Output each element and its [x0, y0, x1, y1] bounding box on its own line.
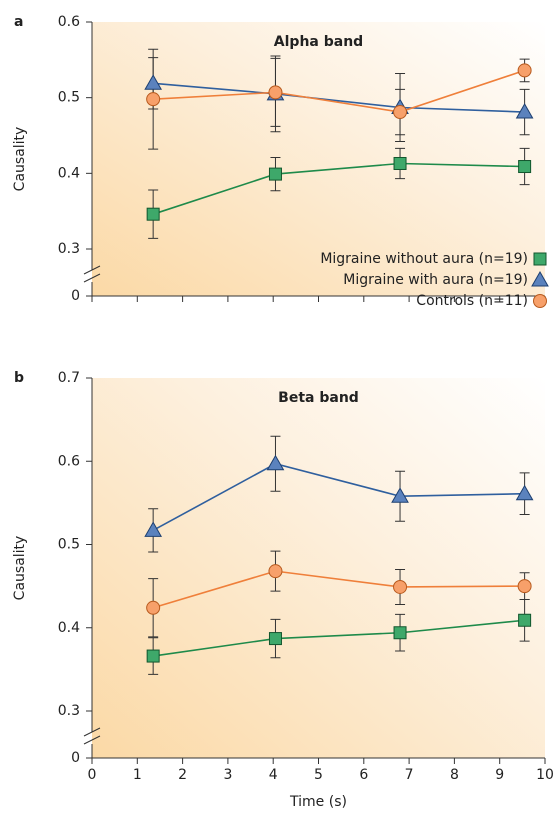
marker	[393, 626, 407, 640]
x-tick-label: 8	[450, 767, 459, 783]
series-line	[153, 619, 525, 657]
marker	[518, 160, 532, 174]
x-tick-label: 0	[88, 767, 97, 783]
y-tick-label: 0.4	[58, 620, 80, 636]
y-tick-label: 0.4	[58, 165, 80, 181]
x-tick-label: 2	[178, 767, 187, 783]
y-tick-label: 0	[71, 750, 80, 766]
y-tick-label: 0.3	[58, 703, 80, 719]
series-line	[153, 82, 525, 113]
marker	[268, 167, 282, 181]
x-axis-label: Time (s)	[289, 794, 347, 810]
marker	[144, 521, 163, 537]
marker	[517, 63, 532, 78]
panel-label: b	[14, 370, 24, 386]
y-axis-label: Causality	[12, 127, 28, 192]
axis-break	[83, 727, 101, 745]
legend-marker	[531, 270, 549, 287]
x-tick-label: 5	[314, 767, 323, 783]
series-line	[152, 570, 525, 609]
marker	[517, 579, 532, 594]
marker	[268, 632, 282, 646]
plot-background	[92, 378, 545, 758]
y-tick-label: 0.6	[58, 453, 80, 469]
legend-marker	[533, 252, 547, 266]
marker	[268, 564, 283, 579]
marker	[393, 579, 408, 594]
marker	[146, 649, 160, 663]
x-tick-label: 10	[536, 767, 554, 783]
x-tick-label: 1	[133, 767, 142, 783]
marker	[393, 105, 408, 120]
marker	[393, 156, 407, 170]
marker	[515, 484, 534, 501]
series-line	[153, 69, 525, 113]
marker	[391, 487, 409, 503]
series-line	[152, 162, 525, 215]
panel-label: a	[14, 14, 23, 30]
legend-label: Controls (n=11)	[416, 293, 528, 309]
y-tick-label: 0	[71, 288, 80, 304]
marker	[144, 74, 163, 90]
x-tick-label: 6	[359, 767, 368, 783]
series-line	[152, 462, 525, 532]
marker	[146, 207, 160, 221]
marker	[146, 600, 161, 615]
y-tick-label: 0.5	[58, 537, 80, 553]
x-tick-label: 3	[223, 767, 232, 783]
y-tick-label: 0.6	[58, 14, 80, 30]
y-tick-label: 0.7	[58, 370, 80, 386]
plot-background	[92, 22, 545, 296]
panel-title: Alpha band	[274, 34, 363, 50]
x-tick-label: 9	[495, 767, 504, 783]
x-tick-label: 7	[405, 767, 414, 783]
marker	[515, 103, 534, 119]
axis-break	[83, 265, 101, 283]
x-tick-label: 4	[269, 767, 278, 783]
legend-label: Migraine with aura (n=19)	[343, 272, 528, 288]
legend-marker	[533, 294, 547, 308]
marker	[266, 454, 285, 471]
y-tick-label: 0.5	[58, 90, 80, 106]
y-tick-label: 0.3	[58, 241, 80, 257]
legend-label: Migraine without aura (n=19)	[320, 251, 528, 267]
y-axis-label: Causality	[12, 536, 28, 601]
marker	[518, 613, 532, 627]
marker	[146, 92, 161, 107]
marker	[268, 85, 283, 100]
panel-title: Beta band	[278, 390, 359, 406]
